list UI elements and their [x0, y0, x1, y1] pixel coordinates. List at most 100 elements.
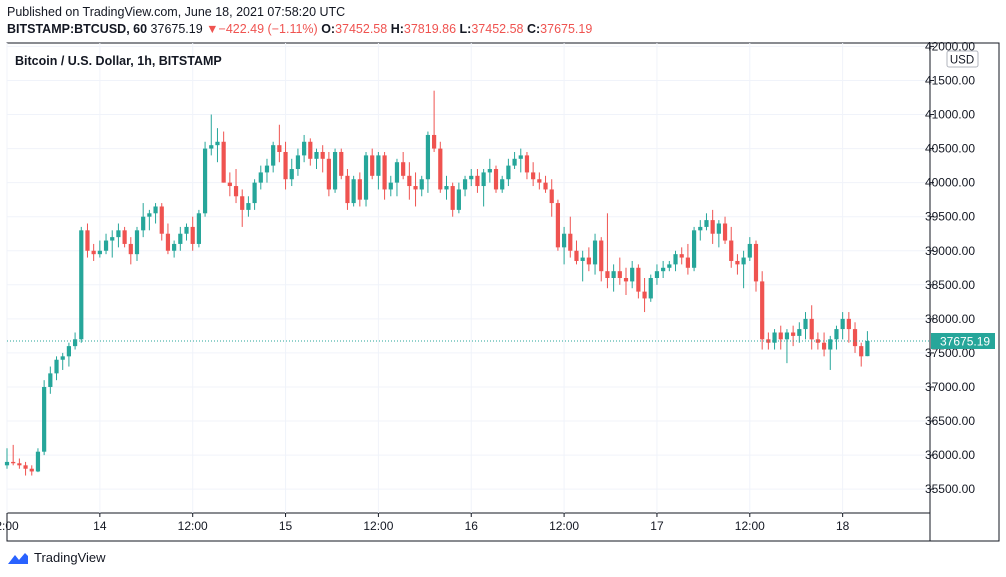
candle	[685, 243, 690, 275]
change-value: −422.49 (−1.11%)	[218, 22, 318, 36]
candle	[326, 151, 331, 197]
candle-body	[215, 141, 220, 146]
candle	[444, 175, 449, 200]
candle	[116, 223, 121, 248]
candle	[134, 226, 140, 261]
candle	[407, 162, 412, 200]
candle	[741, 250, 746, 289]
candle-body	[382, 155, 387, 190]
price-axis[interactable]: 35500.00 36000.00 36500.00 37000.00 37500.00…	[925, 39, 975, 496]
candle	[128, 237, 133, 265]
candle-body	[178, 233, 183, 244]
candle-body	[679, 254, 684, 258]
close-label: C:	[526, 22, 541, 36]
candle	[246, 196, 251, 217]
y-tick-label: 39000.00	[925, 244, 975, 258]
candle-body	[351, 179, 356, 204]
candle	[462, 175, 468, 197]
candle-body	[11, 461, 16, 464]
candle	[531, 162, 536, 187]
candle	[233, 169, 239, 204]
candle-body	[153, 206, 158, 214]
candle	[17, 458, 22, 469]
candle-body	[760, 281, 765, 340]
tradingview-brand[interactable]: TradingView	[7, 550, 106, 565]
candle	[760, 271, 765, 350]
brand-label: TradingView	[34, 550, 106, 565]
candle	[320, 145, 325, 173]
x-tick-label: 15	[279, 519, 293, 533]
y-tick-label: 40500.00	[925, 142, 975, 156]
candle	[382, 151, 387, 200]
candle	[54, 356, 59, 381]
candle-body	[326, 158, 331, 190]
candle	[332, 148, 338, 193]
candle	[493, 165, 499, 193]
candle	[852, 322, 858, 353]
candle	[623, 267, 629, 296]
candle-body	[264, 165, 270, 173]
candle	[778, 325, 783, 350]
candle-body	[271, 145, 276, 166]
candle	[351, 175, 356, 207]
candle-body	[543, 182, 548, 190]
candle-body	[500, 179, 505, 190]
candle	[66, 342, 71, 367]
candle-body	[320, 151, 325, 159]
candle	[469, 169, 474, 187]
candle-body	[246, 203, 251, 210]
candle	[574, 240, 579, 265]
candle-body	[289, 169, 294, 180]
candle-body	[401, 162, 406, 176]
candle	[370, 148, 375, 180]
candle-body	[846, 318, 851, 330]
high-value: 37819.86	[403, 22, 457, 36]
candle-body	[444, 186, 449, 190]
candle	[630, 260, 635, 289]
candle-body	[568, 233, 573, 251]
candle-body	[469, 175, 474, 180]
candle-body	[840, 318, 845, 330]
candle-body	[85, 230, 90, 251]
candle	[4, 448, 10, 469]
low-label: L:	[459, 22, 472, 36]
candle	[302, 134, 307, 163]
time-axis[interactable]: 2:00 14 12:00 15 12:00 16 12:00 17 12:00 18	[0, 513, 850, 533]
candle-body	[23, 465, 28, 469]
candle-body	[60, 356, 65, 360]
candle	[165, 223, 171, 255]
candle	[227, 172, 232, 197]
x-tick-label: 14	[93, 519, 107, 533]
candle-body	[555, 203, 561, 248]
candle-body	[438, 148, 443, 190]
candle-body	[630, 267, 635, 282]
candle-body	[196, 213, 201, 244]
candle	[314, 148, 319, 170]
candle	[667, 260, 672, 272]
candle	[710, 209, 715, 244]
last-price-tag	[931, 332, 995, 349]
candle	[605, 213, 610, 289]
candle-body	[165, 233, 171, 251]
candle-body	[4, 461, 10, 466]
candle-body	[592, 240, 598, 265]
candle	[797, 322, 802, 343]
candle	[79, 226, 84, 343]
candle	[834, 325, 839, 350]
candle-body	[537, 179, 542, 183]
candle	[258, 165, 263, 190]
candle-body	[704, 220, 709, 227]
candle	[673, 250, 678, 272]
x-tick-label: 12:00	[735, 519, 765, 533]
candle-body	[549, 189, 554, 204]
candle-body	[357, 179, 362, 200]
candle-body	[859, 346, 864, 357]
down-arrow-icon: ▼	[206, 22, 219, 36]
candle-body	[147, 213, 152, 217]
candle-body	[110, 237, 115, 241]
candle-body	[667, 264, 672, 268]
candle-body	[747, 243, 752, 258]
chart-frame	[6, 42, 1000, 542]
currency-badge[interactable]	[946, 50, 979, 68]
